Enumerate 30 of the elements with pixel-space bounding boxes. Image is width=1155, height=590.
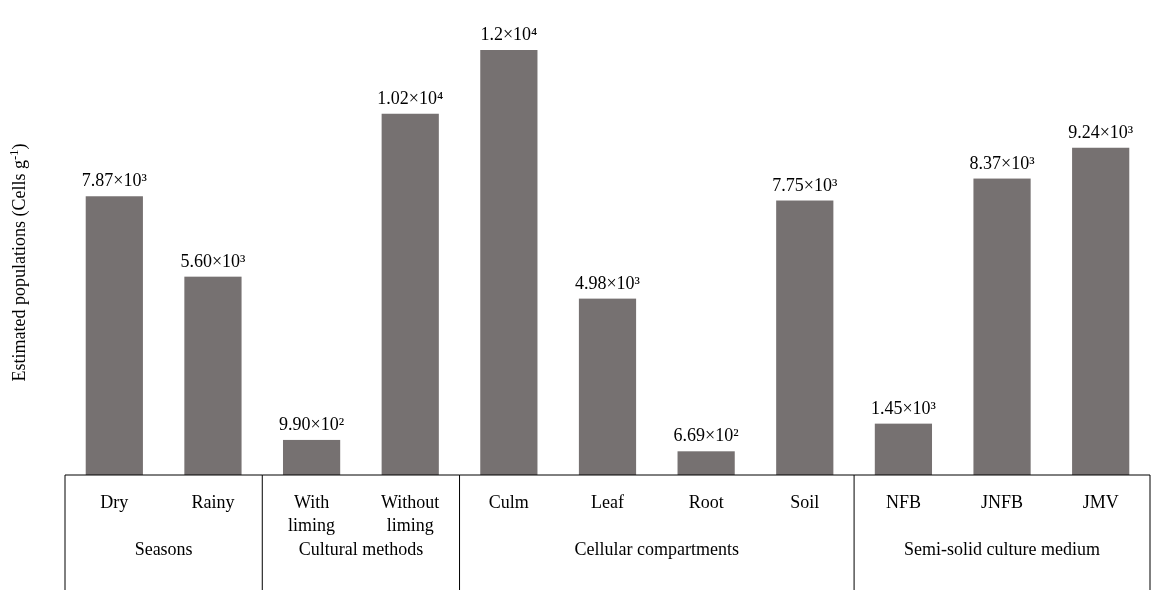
x-axis-title: Cellular compartments [574, 539, 740, 559]
data-label: 7.75×10³ [772, 174, 838, 195]
x-tick-label: Root [688, 492, 724, 512]
x-tick-label: Culm [488, 492, 529, 512]
x-axis-title: Semi-solid culture medium [904, 539, 1101, 559]
data-label: 8.37×10³ [969, 152, 1036, 173]
x-tick-label: Soil [790, 492, 820, 512]
data-label: 1.2×10⁴ [480, 24, 538, 44]
bar [480, 50, 538, 475]
data-label: 9.24×10³ [1068, 121, 1134, 142]
x-tick-label: Dry [100, 492, 129, 512]
x-tick-label: Without liming [381, 492, 440, 535]
data-label: 1.45×10³ [870, 397, 937, 418]
data-label: 1.02×10⁴ [377, 87, 444, 108]
x-axis-title: Cultural methods [298, 539, 424, 559]
data-label: 4.98×10³ [574, 272, 641, 293]
bar [677, 451, 735, 475]
x-tick-label: JNFB [981, 492, 1024, 512]
bar [578, 298, 637, 475]
x-tick-label: Leaf [591, 492, 624, 512]
x-tick-label: JMV [1082, 492, 1119, 512]
x-tick-label: Rainy [191, 492, 235, 512]
x-tick-label: With liming [288, 492, 336, 535]
bar [776, 200, 834, 475]
data-label: 7.87×10³ [81, 170, 148, 191]
data-label: 5.60×10³ [180, 250, 247, 271]
data-label: 9.90×10² [279, 413, 345, 434]
x-axis-title: Seasons [134, 539, 193, 559]
x-tick-label: NFB [885, 492, 921, 512]
data-label: 6.69×10² [673, 425, 739, 446]
